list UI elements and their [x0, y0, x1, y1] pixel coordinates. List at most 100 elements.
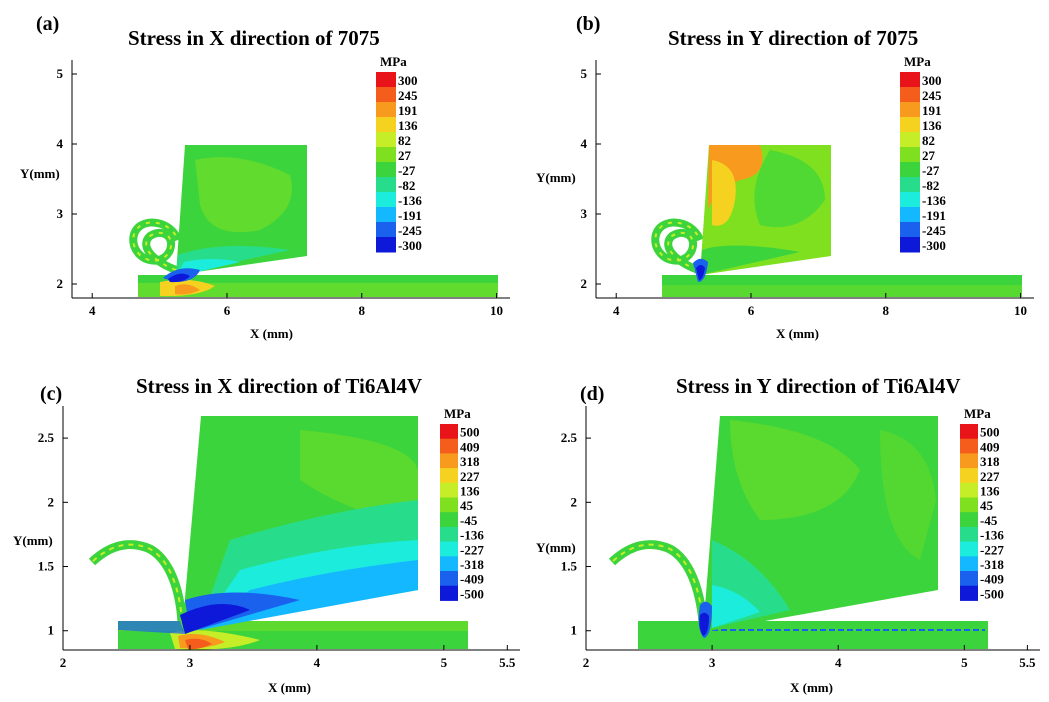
colorbar-level-label: -500 — [980, 586, 1004, 601]
colorbar-level-label: -500 — [460, 586, 484, 601]
colorbar-swatch — [900, 117, 920, 133]
y-tick-label: 2.5 — [38, 430, 55, 445]
y-tick-label: 1.5 — [38, 559, 55, 574]
colorbar-swatch — [900, 177, 920, 193]
colorbar-swatch — [960, 571, 978, 587]
y-tick-label: 2 — [57, 276, 64, 291]
colorbar-level-label: -409 — [460, 572, 484, 587]
colorbar-level-label: -245 — [398, 223, 422, 238]
panel-d: (d) Stress in Y direction of Ti6Al4V 2 3 4… — [536, 374, 1040, 695]
colorbar-swatch — [960, 585, 978, 601]
colorbar-swatch — [440, 541, 458, 557]
colorbar-swatch — [440, 585, 458, 601]
colorbar-level-label: -300 — [398, 238, 422, 253]
contour-field-a — [129, 145, 498, 297]
colorbar-swatch — [440, 453, 458, 469]
y-axis-label-d: Y(mm) — [536, 540, 576, 555]
colorbar-swatch — [960, 468, 978, 484]
colorbar-swatch — [900, 102, 920, 118]
colorbar-level-label: 136 — [922, 118, 942, 133]
colorbar-level-label: -27 — [922, 163, 940, 178]
panel-label-c: (c) — [40, 383, 62, 405]
colorbar-swatch — [376, 72, 396, 88]
colorbar-swatch — [376, 207, 396, 223]
colorbar-c: MPa 50040931822713645-45-136-227-318-409-… — [440, 406, 484, 601]
contour-field-b — [651, 145, 1022, 297]
y-tick-label: 2 — [581, 276, 588, 291]
colorbar-level-label: 227 — [980, 469, 1000, 484]
colorbar-level-label: -82 — [922, 178, 939, 193]
y-tick-label: 4 — [581, 136, 588, 151]
colorbar-swatch — [440, 556, 458, 572]
colorbar-level-label: -136 — [460, 528, 484, 543]
colorbar-swatch — [960, 453, 978, 469]
colorbar-swatch — [900, 222, 920, 238]
colorbar-unit: MPa — [964, 406, 991, 421]
colorbar-level-label: 300 — [922, 73, 942, 88]
contour-field-c — [88, 416, 468, 650]
colorbar-level-label: 136 — [460, 484, 480, 499]
contour-field-d — [608, 416, 988, 649]
colorbar-swatch — [900, 207, 920, 223]
colorbar-swatch — [900, 72, 920, 88]
y-tick-label: 2 — [571, 494, 578, 509]
y-axis-label-a: Y(mm) — [20, 166, 60, 181]
y-tick-label: 3 — [581, 206, 588, 221]
colorbar-level-label: 82 — [398, 133, 411, 148]
panel-label-a: (a) — [36, 13, 59, 35]
x-tick-label: 4 — [613, 303, 620, 318]
colorbar-unit: MPa — [444, 406, 471, 421]
colorbar-level-label: 45 — [460, 498, 474, 513]
colorbar-swatch — [960, 497, 978, 513]
colorbar-level-label: -409 — [980, 572, 1004, 587]
colorbar-level-label: -136 — [980, 528, 1004, 543]
colorbar-swatch — [900, 192, 920, 208]
colorbar-level-label: -191 — [398, 208, 422, 223]
y-axis-label-b: Y(mm) — [536, 170, 576, 185]
x-axis-label-a: X (mm) — [250, 326, 293, 341]
colorbar-swatch — [900, 132, 920, 148]
colorbar-d: MPa 50040931822713645-45-136-227-318-409-… — [960, 406, 1004, 601]
colorbar-swatch — [376, 87, 396, 103]
colorbar-level-label: -227 — [980, 542, 1004, 557]
x-tick-label: 6 — [748, 303, 755, 318]
colorbar-level-label: -227 — [460, 542, 484, 557]
colorbar-level-label: 318 — [980, 454, 1000, 469]
chart-title-d: Stress in Y direction of Ti6Al4V — [676, 374, 961, 398]
y-tick-label: 2 — [48, 494, 55, 509]
colorbar-level-label: -136 — [398, 193, 422, 208]
colorbar-swatch — [960, 512, 978, 528]
colorbar-swatch — [900, 87, 920, 103]
colorbar-level-label: 191 — [398, 103, 418, 118]
y-tick-label: 1 — [571, 623, 578, 638]
colorbar-level-label: 245 — [922, 88, 942, 103]
colorbar-level-label: 82 — [922, 133, 935, 148]
colorbar-level-label: -45 — [460, 513, 478, 528]
colorbar-swatch — [376, 192, 396, 208]
colorbar-swatch — [376, 117, 396, 133]
x-tick-label: 8 — [359, 303, 366, 318]
x-tick-label: 5 — [441, 655, 448, 670]
x-tick-label: 4 — [89, 303, 96, 318]
y-axis-label-c: Y(mm) — [13, 533, 53, 548]
colorbar-level-label: 318 — [460, 454, 480, 469]
colorbar-swatch — [440, 512, 458, 528]
colorbar-swatch — [376, 162, 396, 178]
colorbar-swatch — [440, 438, 458, 454]
colorbar-swatch — [440, 482, 458, 498]
x-tick-label: 8 — [883, 303, 890, 318]
colorbar-swatch — [960, 482, 978, 498]
colorbar-a: MPa 3002451911368227-27-82-136-191-245-30… — [376, 54, 422, 253]
colorbar-swatch — [376, 102, 396, 118]
colorbar-level-label: -82 — [398, 178, 415, 193]
panel-label-b: (b) — [576, 13, 600, 35]
panel-c: (c) Stress in X direction of Ti6Al4V 2 3 4… — [13, 374, 520, 695]
chart-title-a: Stress in X direction of 7075 — [128, 26, 380, 50]
panel-b: (b) Stress in Y direction of 7075 4 6 8 10 2… — [536, 13, 1034, 341]
y-tick-label: 5 — [581, 66, 588, 81]
colorbar-swatch — [960, 438, 978, 454]
colorbar-level-label: 409 — [460, 439, 480, 454]
colorbar-level-label: 300 — [398, 73, 418, 88]
colorbar-level-label: -191 — [922, 208, 946, 223]
x-tick-label: 3 — [709, 655, 716, 670]
